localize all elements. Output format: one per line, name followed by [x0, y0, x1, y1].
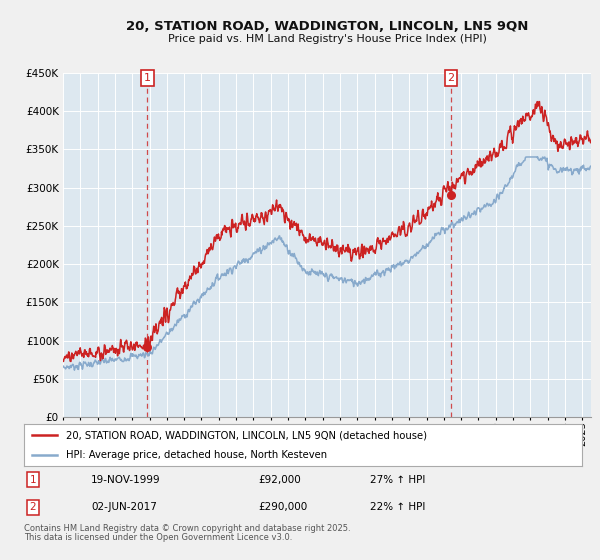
Text: 22% ↑ HPI: 22% ↑ HPI — [370, 502, 425, 512]
Text: £290,000: £290,000 — [259, 502, 308, 512]
Text: 02-JUN-2017: 02-JUN-2017 — [91, 502, 157, 512]
Text: This data is licensed under the Open Government Licence v3.0.: This data is licensed under the Open Gov… — [24, 533, 292, 542]
Text: Contains HM Land Registry data © Crown copyright and database right 2025.: Contains HM Land Registry data © Crown c… — [24, 524, 350, 533]
Text: Price paid vs. HM Land Registry's House Price Index (HPI): Price paid vs. HM Land Registry's House … — [167, 34, 487, 44]
Text: £92,000: £92,000 — [259, 474, 301, 484]
Text: 1: 1 — [144, 73, 151, 83]
Text: 20, STATION ROAD, WADDINGTON, LINCOLN, LN5 9QN (detached house): 20, STATION ROAD, WADDINGTON, LINCOLN, L… — [66, 430, 427, 440]
Text: 20, STATION ROAD, WADDINGTON, LINCOLN, LN5 9QN: 20, STATION ROAD, WADDINGTON, LINCOLN, L… — [126, 20, 528, 32]
Text: 2: 2 — [448, 73, 455, 83]
Text: HPI: Average price, detached house, North Kesteven: HPI: Average price, detached house, Nort… — [66, 450, 327, 460]
Text: 1: 1 — [29, 474, 36, 484]
Text: 2: 2 — [29, 502, 36, 512]
Text: 19-NOV-1999: 19-NOV-1999 — [91, 474, 161, 484]
Text: 27% ↑ HPI: 27% ↑ HPI — [370, 474, 425, 484]
